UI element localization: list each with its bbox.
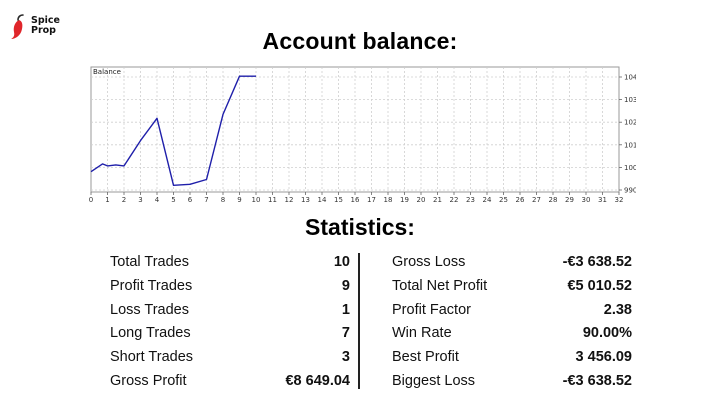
stat-value: -€3 638.52 (562, 372, 632, 389)
y-tick-label: 101386 (624, 141, 636, 149)
stat-row: Gross Profit €8 649.04 (110, 371, 350, 395)
chili-pepper-icon (11, 14, 24, 39)
stat-label: Short Trades (110, 349, 194, 366)
balance-chart-svg: 0 1 2 3 4 5 6 7 8 9 10 11 12 13 14 15 16 17 18 19 20 21 22 23 24… (89, 66, 636, 204)
x-tick-label: 24 (483, 196, 492, 204)
stat-row: Total Trades 10 (110, 252, 350, 276)
stat-row: Short Trades 3 (110, 347, 350, 371)
x-tick-label: 9 (237, 196, 241, 204)
statistics-title: Statistics: (305, 214, 415, 240)
stat-value: 7 (341, 325, 350, 342)
x-tick-label: 22 (450, 196, 459, 204)
x-tick-label: 2 (122, 196, 126, 204)
stat-row: Total Net Profit €5 010.52 (392, 276, 632, 300)
stat-label: Loss Trades (110, 301, 189, 318)
y-tick-label: 100221 (624, 164, 636, 172)
x-tick-label: 12 (285, 196, 294, 204)
x-tick-label: 13 (301, 196, 310, 204)
x-tick-label: 28 (549, 196, 558, 204)
stat-value: €5 010.52 (567, 277, 632, 294)
x-tick-label: 16 (351, 196, 360, 204)
x-tick-label: 1 (105, 196, 109, 204)
y-tick-label: 102550 (624, 119, 636, 127)
x-tick-label: 15 (334, 196, 343, 204)
x-tick-label: 30 (582, 196, 591, 204)
stat-value: 1 (341, 301, 350, 318)
stat-row: Profit Trades 9 (110, 276, 350, 300)
x-tick-label: 4 (155, 196, 160, 204)
stat-label: Total Net Profit (392, 277, 488, 294)
stat-label: Biggest Loss (392, 372, 476, 389)
stat-value: 2.38 (603, 301, 632, 318)
stats-left-column: Total Trades 10 Profit Trades 9 Loss Trades 1… (110, 252, 350, 395)
y-tick-label: 104879 (624, 74, 636, 82)
stat-row: Loss Trades 1 (110, 300, 350, 324)
x-tick-label: 3 (138, 196, 142, 204)
x-tick-label: 11 (268, 196, 277, 204)
x-tick-label: 10 (252, 196, 261, 204)
stat-row: Best Profit 3 456.09 (392, 347, 632, 371)
x-tick-label: 14 (318, 196, 327, 204)
x-tick-label: 17 (367, 196, 376, 204)
x-tick-label: 25 (499, 196, 508, 204)
balance-chart: 0 1 2 3 4 5 6 7 8 9 10 11 12 13 14 15 16 17 18 19 20 21 22 23 24… (86, 62, 636, 204)
x-tick-label: 32 (615, 196, 624, 204)
stat-label: Best Profit (392, 349, 459, 366)
x-tick-label: 6 (188, 196, 193, 204)
balance-line (90, 75, 256, 187)
brand-line-1: Spice (31, 15, 60, 26)
x-tick-label: 5 (171, 196, 175, 204)
stat-row: Long Trades 7 (110, 323, 350, 347)
stats-divider (358, 253, 360, 389)
stats-right-column: Gross Loss -€3 638.52 Total Net Profit €5 0… (392, 252, 632, 395)
stat-label: Gross Profit (110, 372, 187, 389)
x-tick-label: 26 (516, 196, 525, 204)
stat-value: €8 649.04 (285, 372, 350, 389)
stat-value: 10 (333, 254, 350, 270)
y-tick-label: 103714 (624, 96, 636, 104)
stat-label: Long Trades (110, 325, 191, 342)
x-tick-label: 8 (221, 196, 225, 204)
x-tick-label: 29 (565, 196, 574, 204)
x-tick-label: 27 (532, 196, 541, 204)
x-tick-label: 19 (400, 196, 409, 204)
stat-label: Gross Loss (392, 254, 466, 270)
x-tick-label: 31 (598, 196, 607, 204)
x-tick-label: 18 (384, 196, 393, 204)
brand-line-2: Prop (31, 25, 56, 36)
stat-value: 3 (341, 349, 350, 366)
stat-row: Profit Factor 2.38 (392, 300, 632, 324)
x-tick-label: 7 (204, 196, 208, 204)
stat-label: Win Rate (392, 325, 452, 342)
stat-row: Biggest Loss -€3 638.52 (392, 371, 632, 395)
y-tick-label: 99057 (624, 187, 636, 195)
x-tick-label: 23 (466, 196, 475, 204)
stat-value: 90.00% (582, 325, 632, 342)
brand-name: Spice Prop (31, 16, 60, 36)
x-tick-label: 0 (89, 196, 93, 204)
brand-logo: Spice Prop (10, 14, 80, 44)
stat-value: 9 (341, 277, 350, 294)
stat-row: Win Rate 90.00% (392, 323, 632, 347)
stat-label: Total Trades (110, 254, 189, 270)
stat-label: Profit Trades (110, 277, 193, 294)
page-title: Account balance: (262, 28, 458, 54)
x-tick-label: 21 (433, 196, 442, 204)
x-tick-label: 20 (417, 196, 426, 204)
stat-label: Profit Factor (392, 301, 471, 318)
stat-value: -€3 638.52 (562, 254, 632, 270)
stat-value: 3 456.09 (575, 349, 632, 366)
chart-title: Balance (93, 68, 121, 76)
stat-row: Gross Loss -€3 638.52 (392, 252, 632, 276)
